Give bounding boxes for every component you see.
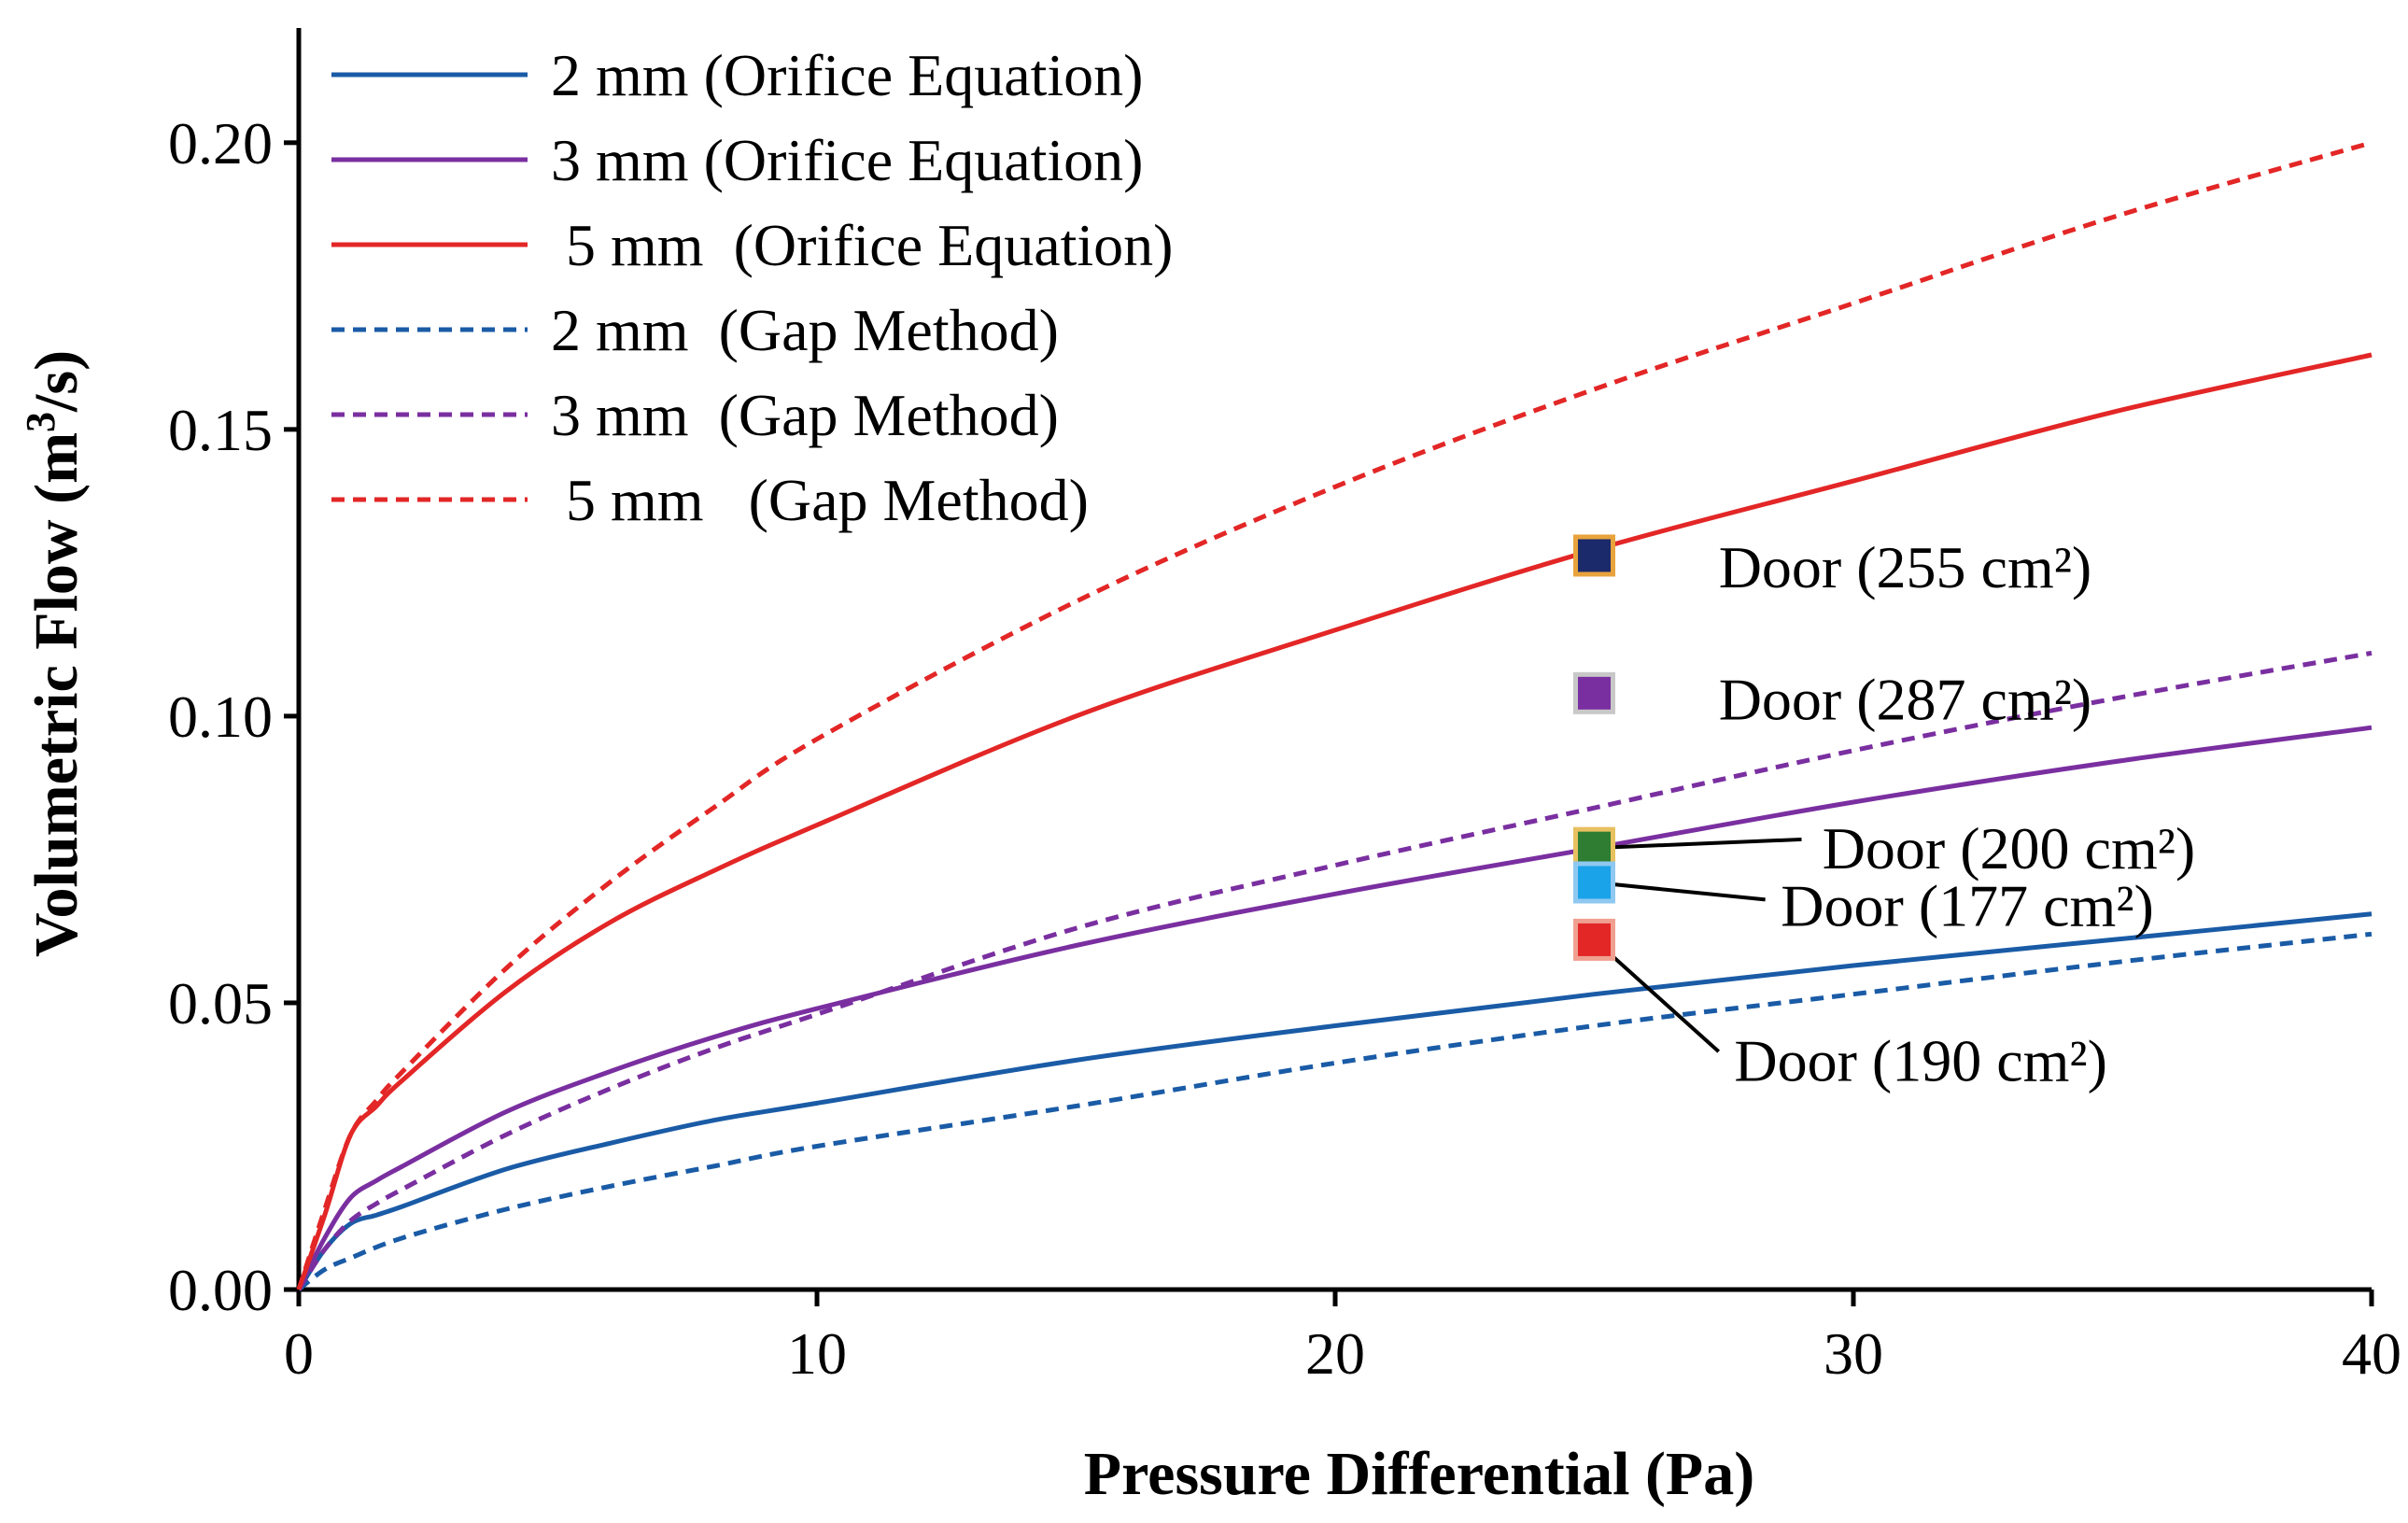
x-axis-title: Pressure Differential (Pa)	[1084, 1440, 1754, 1508]
door-marker-3	[1573, 826, 1615, 869]
door-label-4: Door (177 cm²)	[1781, 873, 2154, 939]
door-label-5: Door (190 cm²)	[1734, 1027, 2107, 1093]
y-tick-label: 0.00	[168, 1257, 273, 1323]
y-tick-label: 0.20	[168, 110, 273, 176]
y-axis-title: Volumetric Flow (m3/s)	[18, 350, 91, 957]
y-axis-title-sup: 3	[18, 412, 63, 432]
door-marker-4	[1573, 861, 1615, 904]
y-tick-label: 0.05	[168, 970, 273, 1036]
x-tick-label: 20	[1305, 1320, 1365, 1387]
y-tick-label: 0.10	[168, 684, 273, 750]
door-marker-1	[1573, 534, 1615, 577]
series-line-4	[297, 931, 2373, 1291]
door-leader-line	[1594, 881, 1766, 902]
y-axis-title-tail: /s)	[22, 350, 91, 413]
x-tick-label: 10	[787, 1320, 847, 1387]
door-marker-5	[1573, 918, 1615, 961]
door-label-1: Door (255 cm²)	[1719, 534, 2092, 600]
legend-label-3: 5 mm (Orifice Equation)	[551, 212, 1173, 278]
y-axis-title-main: Volumetric Flow (m	[22, 432, 91, 957]
door-label-2: Door (287 cm²)	[1719, 666, 2092, 732]
series-line-5	[296, 650, 2373, 1291]
door-label-3: Door (200 cm²)	[1823, 815, 2196, 881]
legend-label-2: 3 mm (Orifice Equation)	[551, 127, 1143, 193]
legend-label-5: 3 mm (Gap Method)	[551, 382, 1059, 448]
series-line-1	[296, 911, 2373, 1291]
series-line-6	[296, 140, 2373, 1290]
x-tick-label: 30	[1824, 1320, 1883, 1387]
door-leader-line	[1594, 837, 1802, 851]
series-line-2	[296, 725, 2373, 1291]
legend-label-4: 2 mm (Gap Method)	[551, 297, 1059, 363]
x-tick-label: 0	[284, 1320, 314, 1387]
y-tick-label: 0.15	[168, 397, 273, 463]
door-marker-2	[1573, 671, 1615, 714]
x-tick-label: 40	[2342, 1320, 2401, 1387]
legend-label-1: 2 mm (Orifice Equation)	[551, 42, 1143, 108]
legend-label-6: 5 mm (Gap Method)	[551, 467, 1089, 533]
series-line-3	[296, 352, 2373, 1290]
